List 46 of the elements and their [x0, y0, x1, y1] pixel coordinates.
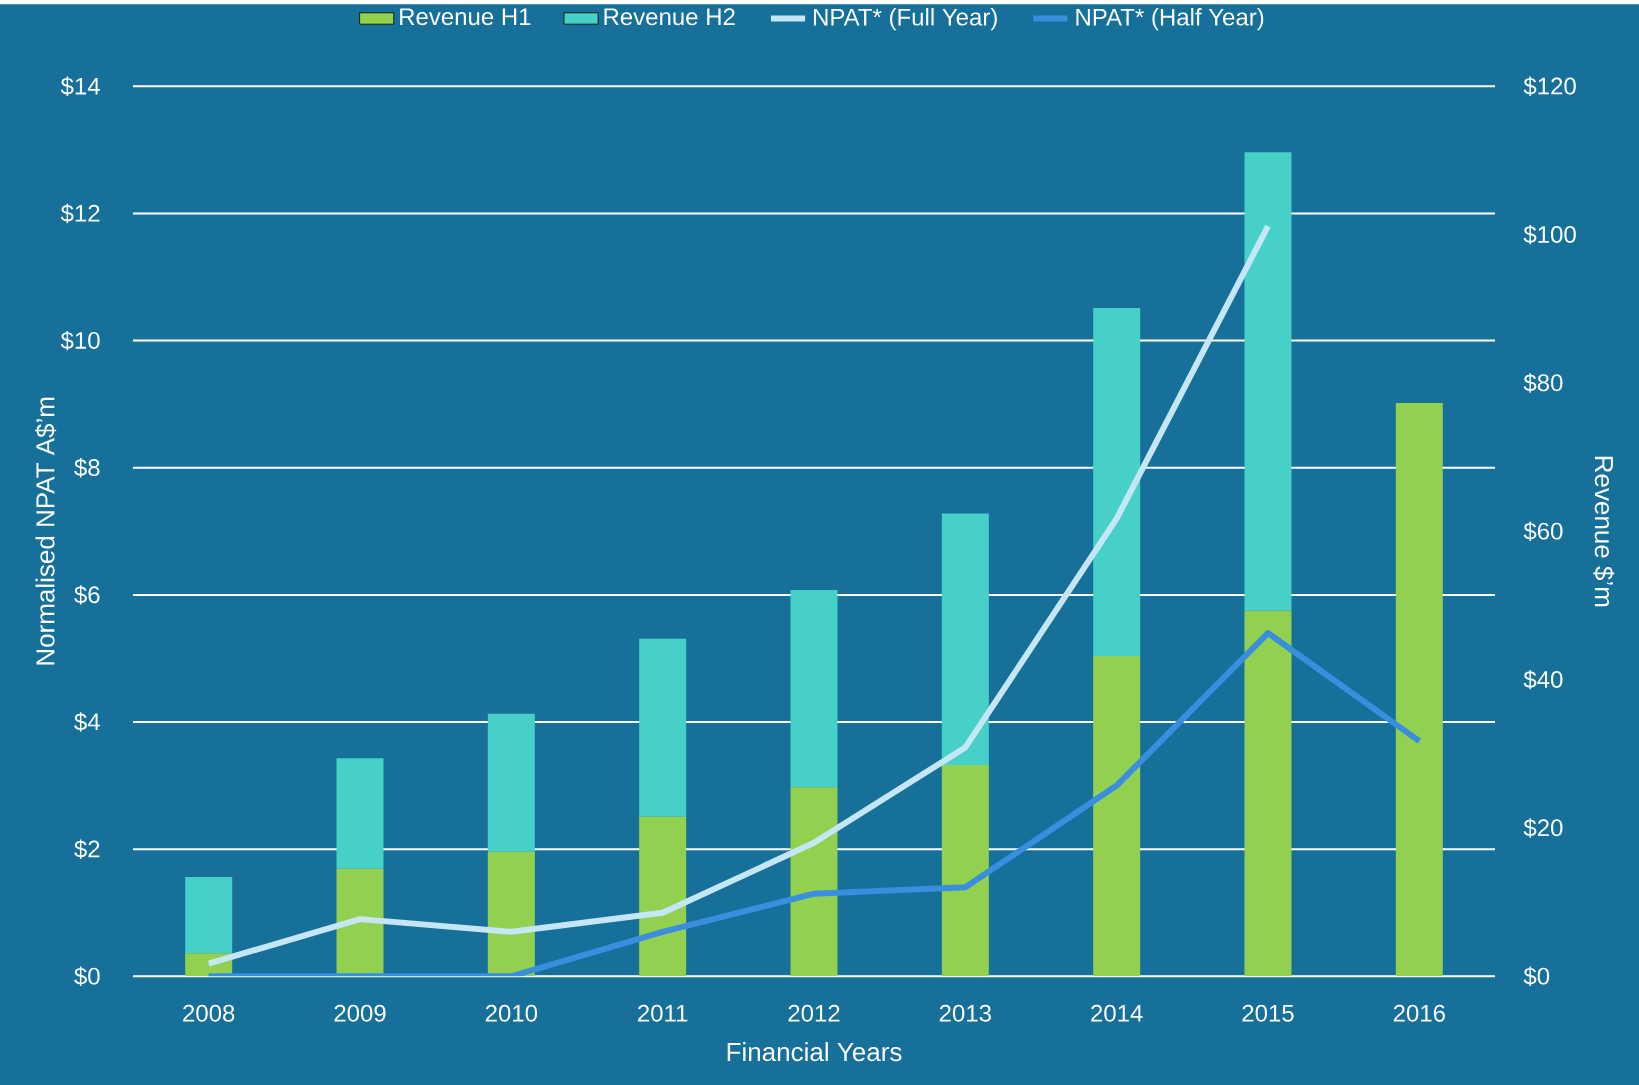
- bar: [487, 851, 535, 977]
- y2-tick-label: $20: [1523, 818, 1563, 838]
- bar: [1093, 655, 1141, 977]
- y-tick-label: $4: [74, 712, 100, 732]
- x-tick-label: 2014: [1091, 1004, 1143, 1022]
- bar: [639, 638, 687, 817]
- bar: [185, 876, 233, 954]
- y-tick-label: $8: [74, 457, 100, 478]
- y2-tick-label: $40: [1523, 669, 1563, 690]
- y2-tick-label: $120: [1523, 76, 1576, 96]
- bar: [639, 816, 687, 977]
- x-tick-label: 2013: [939, 1004, 991, 1022]
- y2-axis-title: Revenue $’m: [1593, 456, 1615, 606]
- x-tick-label: 2009: [334, 1004, 386, 1022]
- y-tick-label: $6: [74, 585, 100, 605]
- y2-tick-label: $100: [1523, 224, 1576, 245]
- y-tick-label: $14: [60, 76, 100, 96]
- y-tick-label: $2: [74, 839, 100, 859]
- y-tick-label: $10: [60, 330, 100, 351]
- bar: [487, 713, 535, 852]
- legend-label: NPAT* (Half Year): [1076, 7, 1264, 31]
- bar: [1395, 402, 1443, 977]
- y-axis-title: Normalised NPAT A$’m: [35, 397, 57, 665]
- bar: [941, 764, 989, 977]
- y-tick-label: $12: [60, 203, 100, 224]
- bar: [1244, 610, 1292, 977]
- bar: [790, 589, 838, 788]
- y2-tick-label: $0: [1523, 966, 1550, 986]
- bar: [1244, 152, 1292, 611]
- x-axis-title: Financial Years: [727, 1041, 902, 1062]
- x-tick-label: 2010: [485, 1004, 538, 1022]
- x-tick-label: 2016: [1393, 1004, 1445, 1022]
- x-tick-label: 2015: [1242, 1004, 1294, 1022]
- bar: [941, 513, 989, 765]
- x-tick-label: 2008: [183, 1004, 235, 1022]
- bar: [336, 758, 384, 869]
- x-tick-label: 2011: [638, 1004, 688, 1022]
- y-tick-label: $0: [74, 966, 100, 986]
- y2-tick-label: $80: [1523, 373, 1563, 393]
- legend-label: Revenue H1: [400, 8, 531, 26]
- bar: [1093, 307, 1141, 656]
- bar: [790, 787, 838, 977]
- legend-label: Revenue H2: [604, 8, 735, 26]
- legend-label: NPAT* (Full Year): [814, 7, 997, 31]
- y2-tick-label: $60: [1523, 521, 1563, 541]
- x-tick-label: 2012: [788, 1004, 840, 1022]
